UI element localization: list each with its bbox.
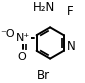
Text: N: N [67, 40, 76, 53]
Text: O: O [17, 52, 26, 62]
Text: ⁻O: ⁻O [0, 29, 15, 39]
Text: Br: Br [36, 69, 50, 82]
Text: N⁺: N⁺ [16, 33, 30, 43]
Text: H₂N: H₂N [33, 1, 56, 14]
Text: F: F [67, 5, 74, 18]
